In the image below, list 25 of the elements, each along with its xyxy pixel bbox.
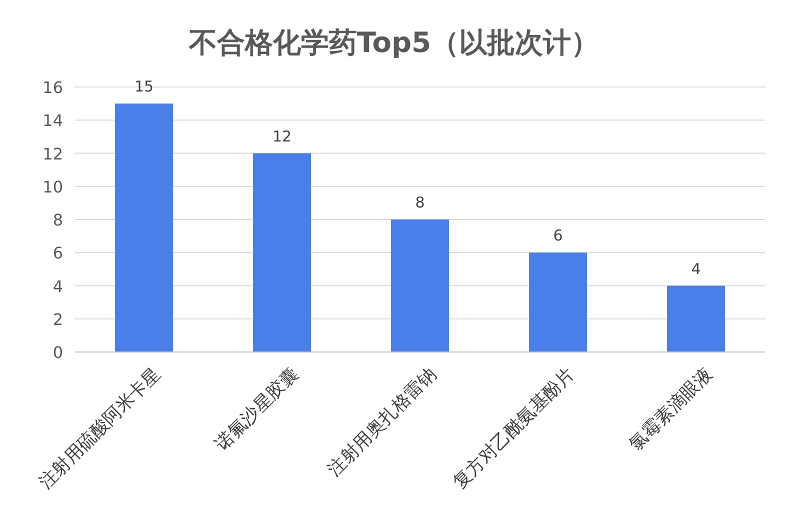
x-tick-label: 注射用奥扎格雷钠: [324, 364, 441, 480]
y-tick-label: 8: [52, 210, 63, 230]
y-tick-label: 0: [52, 343, 63, 362]
bar: [253, 153, 311, 352]
data-label: 6: [553, 226, 563, 245]
bar: [529, 252, 587, 352]
y-tick-label: 4: [52, 276, 63, 296]
y-tick-label: 6: [52, 244, 63, 263]
y-tick-label: 14: [42, 111, 63, 130]
bar: [115, 104, 173, 352]
x-tick-label: 诺氟沙星胶囊: [211, 364, 303, 455]
x-tick-label: 氯霉素滴眼液: [625, 364, 717, 455]
y-tick-label: 12: [42, 144, 63, 164]
x-tick-label: 注射用硫酸阿米卡星: [35, 364, 165, 494]
bar: [667, 286, 725, 352]
y-tick-label: 10: [42, 177, 63, 196]
x-tick-label: 复方对乙酰氨基酚片: [449, 364, 579, 494]
bar: [391, 220, 449, 352]
y-tick-label: 2: [52, 310, 63, 329]
y-tick-label: 16: [42, 78, 63, 97]
data-label: 8: [415, 194, 425, 212]
chart-title: 不合格化学药Top5（以批次计）: [188, 26, 600, 59]
data-label: 15: [134, 78, 154, 96]
data-label: 12: [272, 127, 292, 146]
data-label: 4: [691, 260, 701, 278]
